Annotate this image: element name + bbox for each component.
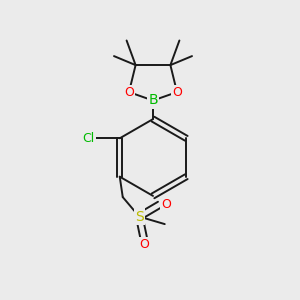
- Text: O: O: [124, 85, 134, 99]
- Text: B: B: [148, 94, 158, 107]
- Text: O: O: [139, 238, 149, 251]
- Text: S: S: [135, 210, 144, 224]
- Text: O: O: [161, 198, 171, 211]
- Text: O: O: [172, 85, 182, 99]
- Text: Cl: Cl: [83, 132, 95, 145]
